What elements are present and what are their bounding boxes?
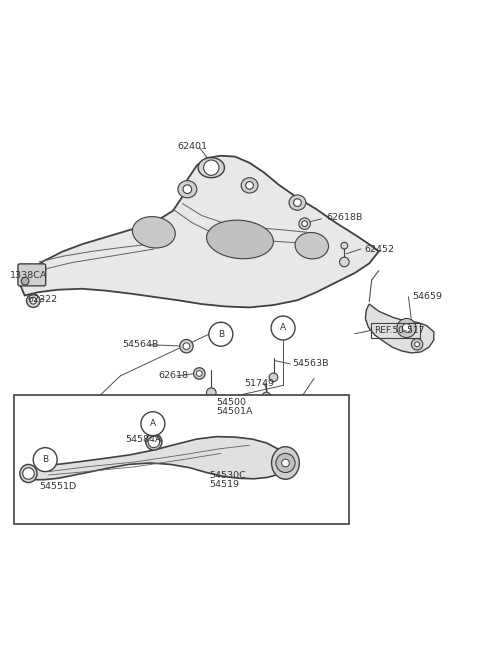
- Polygon shape: [20, 155, 379, 308]
- Ellipse shape: [132, 216, 175, 248]
- Ellipse shape: [178, 180, 197, 198]
- Text: 62618: 62618: [158, 371, 189, 380]
- Circle shape: [397, 318, 416, 338]
- Text: 54519: 54519: [209, 480, 239, 489]
- Text: 54530C: 54530C: [209, 471, 246, 480]
- FancyBboxPatch shape: [14, 395, 349, 524]
- Ellipse shape: [220, 396, 239, 415]
- Circle shape: [148, 436, 159, 447]
- Polygon shape: [21, 437, 288, 480]
- Circle shape: [21, 277, 29, 285]
- Circle shape: [262, 392, 271, 401]
- Ellipse shape: [20, 464, 37, 483]
- Circle shape: [33, 447, 57, 472]
- Polygon shape: [365, 304, 434, 353]
- Ellipse shape: [241, 178, 258, 193]
- Circle shape: [269, 373, 278, 382]
- Circle shape: [341, 242, 348, 249]
- Circle shape: [26, 294, 40, 308]
- Ellipse shape: [146, 434, 162, 450]
- Text: 54584A: 54584A: [125, 434, 162, 443]
- Circle shape: [183, 185, 192, 194]
- Circle shape: [302, 221, 308, 226]
- Circle shape: [180, 340, 193, 353]
- Circle shape: [411, 338, 423, 350]
- Text: 54564B: 54564B: [123, 340, 159, 349]
- Text: 62322: 62322: [27, 295, 57, 304]
- Circle shape: [294, 199, 301, 207]
- Text: B: B: [42, 455, 48, 464]
- Circle shape: [141, 412, 165, 436]
- Text: 54501A: 54501A: [216, 407, 252, 417]
- Text: 54659: 54659: [412, 293, 442, 301]
- Text: REF.50-517: REF.50-517: [374, 326, 424, 335]
- Circle shape: [30, 297, 36, 304]
- Text: 54563B: 54563B: [293, 359, 329, 369]
- Text: 51749: 51749: [245, 379, 275, 388]
- Ellipse shape: [289, 195, 306, 211]
- Text: 62401: 62401: [178, 142, 208, 151]
- Circle shape: [183, 343, 190, 350]
- FancyBboxPatch shape: [18, 264, 46, 286]
- Circle shape: [246, 182, 253, 189]
- Circle shape: [415, 342, 420, 346]
- Circle shape: [23, 468, 34, 480]
- Text: 1338CA: 1338CA: [10, 271, 48, 280]
- Text: 62618B: 62618B: [326, 213, 362, 222]
- Circle shape: [276, 453, 295, 472]
- Circle shape: [299, 218, 311, 230]
- Ellipse shape: [198, 157, 225, 178]
- Text: A: A: [150, 419, 156, 428]
- Circle shape: [209, 322, 233, 346]
- Circle shape: [339, 257, 349, 267]
- Ellipse shape: [206, 220, 274, 258]
- Circle shape: [402, 323, 411, 333]
- Text: B: B: [218, 330, 224, 338]
- Circle shape: [196, 371, 202, 377]
- Circle shape: [271, 316, 295, 340]
- Ellipse shape: [272, 447, 300, 480]
- Text: 62452: 62452: [364, 245, 395, 253]
- Circle shape: [224, 400, 235, 411]
- Ellipse shape: [295, 232, 328, 259]
- Circle shape: [193, 368, 205, 379]
- Text: 54500: 54500: [216, 398, 246, 407]
- Text: 54551D: 54551D: [39, 482, 76, 491]
- Circle shape: [206, 388, 216, 398]
- Circle shape: [282, 459, 289, 467]
- Circle shape: [204, 160, 219, 175]
- Text: A: A: [280, 323, 286, 333]
